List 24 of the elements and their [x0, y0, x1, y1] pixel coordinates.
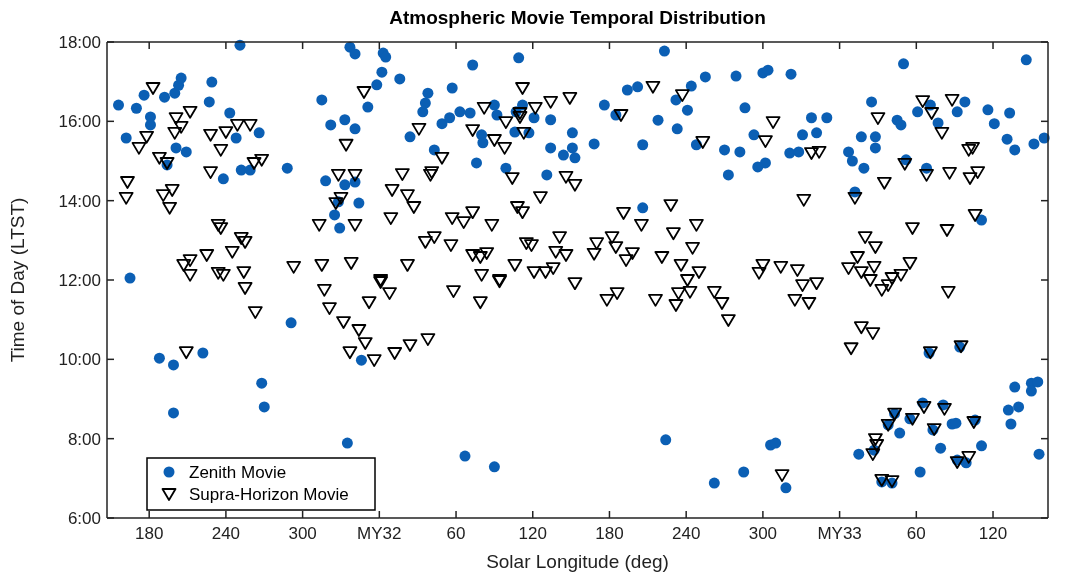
- y-tick-label: 18:00: [58, 33, 101, 52]
- chart-title: Atmospheric Movie Temporal Distribution: [389, 7, 766, 28]
- x-tick-label: 120: [978, 524, 1008, 543]
- y-tick-label: 6:00: [67, 509, 101, 528]
- legend-label: Supra-Horizon Movie: [189, 485, 349, 504]
- x-tick-label: 120: [518, 524, 547, 543]
- legend-label: Zenith Movie: [189, 463, 287, 482]
- y-axis-title: Time of Day (LTST): [7, 197, 28, 363]
- y-tick-label: 16:00: [58, 112, 101, 132]
- y-tick-label: 12:00: [58, 271, 101, 290]
- x-tick-label: MY33: [817, 524, 862, 543]
- x-tick-label: 300: [748, 524, 778, 543]
- x-tick-label: 180: [595, 524, 624, 543]
- y-tick-label: 8:00: [67, 429, 101, 449]
- x-tick-label: 240: [211, 524, 241, 543]
- x-tick-label: 300: [288, 524, 317, 543]
- x-tick-label: MY32: [357, 524, 402, 543]
- x-tick-label: 60: [906, 524, 926, 543]
- y-tick-label: 14:00: [58, 191, 101, 211]
- x-tick-label: 240: [671, 524, 701, 543]
- y-tick-label: 10:00: [58, 350, 101, 370]
- x-axis-title: Solar Longitude (deg): [486, 551, 669, 572]
- x-tick-label: 180: [135, 524, 164, 543]
- x-tick-label: 60: [446, 524, 466, 543]
